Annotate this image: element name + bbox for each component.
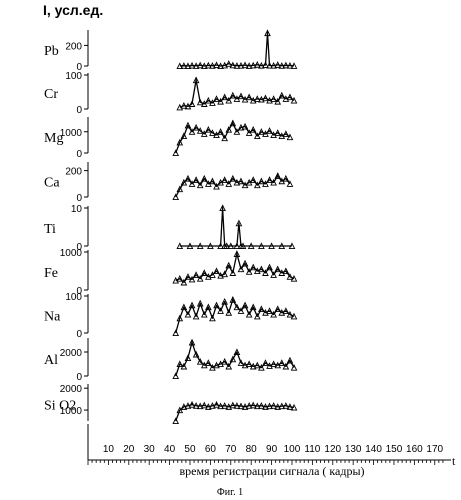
series-label: Cr <box>44 87 58 102</box>
x-tick-label: 150 <box>386 444 403 455</box>
panel-mg: Mg01000 <box>44 117 293 160</box>
y-tick-label: 2000 <box>60 384 83 395</box>
x-tick-label: 70 <box>225 444 237 455</box>
y-tick-label: 2000 <box>60 348 83 359</box>
x-tick-label: 120 <box>324 444 341 455</box>
series-line-cr <box>180 80 294 107</box>
y-tick-label: 1000 <box>60 406 83 417</box>
series-label: Pb <box>44 44 59 59</box>
y-tick-label: 100 <box>65 292 82 303</box>
series-label: Ti <box>44 222 56 237</box>
panel-fe: Fe01000 <box>44 248 297 297</box>
x-tick-label: 80 <box>246 444 258 455</box>
panel-pb: Pb0200 <box>44 30 297 73</box>
x-tick-label: 10 <box>103 444 115 455</box>
x-tick-label: 110 <box>304 444 320 455</box>
x-tick-label: 50 <box>184 444 196 455</box>
y-tick-label: 0 <box>76 105 82 116</box>
y-tick-label: 0 <box>76 372 82 383</box>
series-line-fe <box>176 254 294 283</box>
y-tick-label: 200 <box>65 41 82 52</box>
panel-ti: Ti010 <box>44 204 295 253</box>
y-unit-label: I, усл.ед. <box>43 2 103 18</box>
series-label: Na <box>44 310 61 325</box>
series-label: Al <box>44 353 58 368</box>
panel-al: Al 0 2000 <box>44 338 297 383</box>
panel-ca: Ca 0 200 <box>44 162 293 204</box>
x-tick-label: 40 <box>164 444 176 455</box>
x-tick-label: 160 <box>406 444 423 455</box>
x-tick-label: 90 <box>266 444 278 455</box>
x-tick-label: 100 <box>284 444 301 455</box>
x-axis-end-label: t <box>452 454 456 468</box>
panel-sio2: Si O210002000 <box>44 384 297 424</box>
x-axis: 10 20 30 40 50 60 70 80 90 100110 120 130140 1501601… <box>88 424 451 465</box>
series-label: Fe <box>44 266 58 281</box>
x-tick-label: 130 <box>345 444 362 455</box>
x-tick-label: 140 <box>365 444 382 455</box>
panel-cr: Cr 0 100 <box>44 71 297 116</box>
figure-caption: Фиг. 1 <box>217 487 243 498</box>
panels: Pb0200Cr0100Mg01000Ca0200Ti010Fe01000Na0… <box>44 30 297 424</box>
x-tick-label: 60 <box>205 444 217 455</box>
data-point <box>291 365 296 370</box>
panel-na: Na 0 100 <box>44 292 297 340</box>
y-tick-label: 0 <box>76 193 82 204</box>
series-line-ti <box>180 208 292 246</box>
series-line-mg <box>176 123 290 153</box>
x-axis-title: время регистрации сигнала ( кадры) <box>179 464 364 478</box>
y-tick-label: 10 <box>71 204 83 215</box>
x-tick-label: 170 <box>426 444 443 455</box>
series-line-pb <box>180 33 294 66</box>
x-tick-label: 30 <box>144 444 156 455</box>
y-tick-label: 0 <box>76 329 82 340</box>
y-tick-label: 1000 <box>60 128 83 139</box>
series-label: Ca <box>44 176 60 191</box>
series-line-al <box>176 342 294 376</box>
y-tick-label: 1000 <box>60 248 83 259</box>
x-tick-label: 20 <box>123 444 135 455</box>
y-tick-label: 0 <box>76 149 82 160</box>
y-tick-label: 200 <box>65 167 82 178</box>
y-tick-label: 100 <box>65 71 82 82</box>
